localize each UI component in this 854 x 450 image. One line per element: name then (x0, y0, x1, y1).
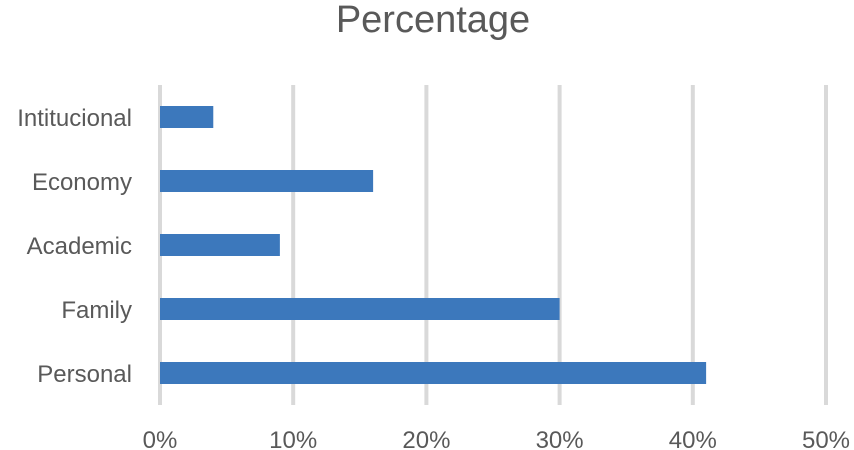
category-labels: Intitucional Economy Academic Family Persona… (17, 105, 132, 388)
bars (160, 106, 707, 384)
x-tick-label: 20% (402, 427, 450, 450)
chart-title: Percentage (336, 0, 530, 41)
bar (160, 170, 374, 192)
bar (160, 362, 707, 384)
gridlines (158, 85, 828, 405)
x-tick-label: 40% (669, 427, 717, 450)
x-tick-label: 0% (143, 427, 178, 450)
category-label: Family (61, 297, 132, 324)
x-tick-label: 30% (536, 427, 584, 450)
bar (160, 106, 214, 128)
x-tick-labels: 0% 10% 20% 30% 40% 50% (143, 427, 850, 450)
category-label: Economy (32, 169, 132, 196)
bar (160, 234, 280, 256)
x-tick-label: 50% (802, 427, 850, 450)
category-label: Intitucional (17, 105, 132, 132)
category-label: Academic (27, 233, 132, 260)
category-label: Personal (37, 361, 132, 388)
bar (160, 298, 560, 320)
x-tick-label: 10% (269, 427, 317, 450)
